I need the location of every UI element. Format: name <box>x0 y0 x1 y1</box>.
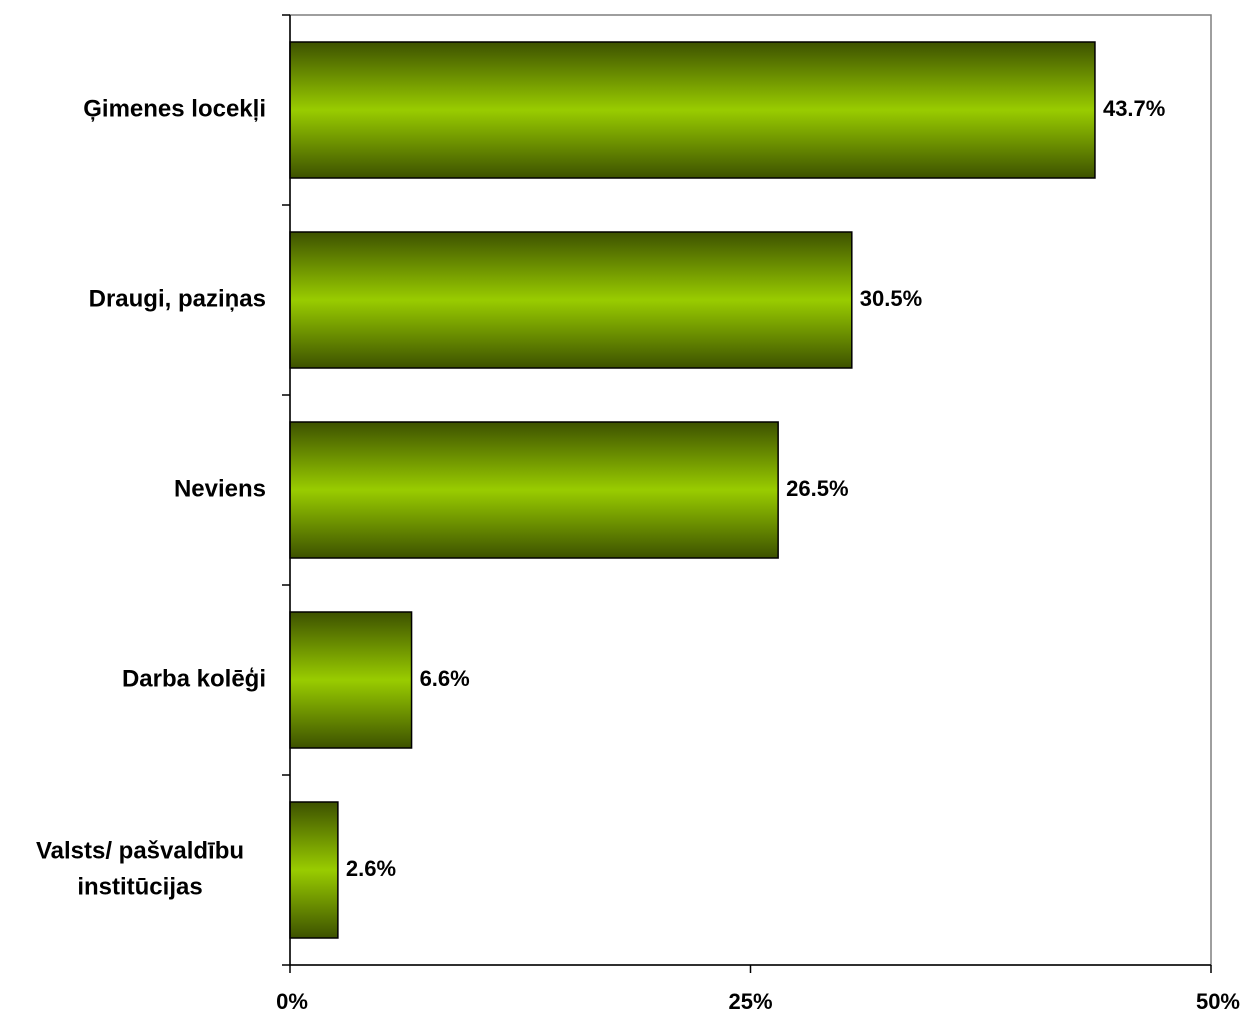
category-label: Ģimenes locekļi <box>83 95 266 122</box>
bar <box>289 231 853 369</box>
data-label: 43.7% <box>1103 96 1165 121</box>
data-label: 30.5% <box>860 286 922 311</box>
x-tick-label: 0% <box>276 989 308 1014</box>
bar <box>289 611 413 749</box>
category-label: Darba kolēģi <box>122 665 266 692</box>
axes <box>282 14 1212 973</box>
data-label: 2.6% <box>346 856 396 881</box>
data-label: 6.6% <box>420 666 470 691</box>
bar <box>289 801 339 939</box>
category-label: institūcijas <box>77 873 202 900</box>
bars <box>289 41 1096 939</box>
data-label: 26.5% <box>786 476 848 501</box>
x-tick-label: 25% <box>728 989 772 1014</box>
category-label: Neviens <box>174 475 266 502</box>
x-tick-label: 50% <box>1196 989 1240 1014</box>
labels: 43.7% Ģimenes locekļi 30.5% Draugi, paziņas… <box>36 95 1240 1013</box>
bar <box>289 41 1096 179</box>
bar <box>289 421 779 559</box>
category-label: Draugi, paziņas <box>89 285 266 312</box>
category-label: Valsts/ pašvaldību <box>36 837 244 864</box>
